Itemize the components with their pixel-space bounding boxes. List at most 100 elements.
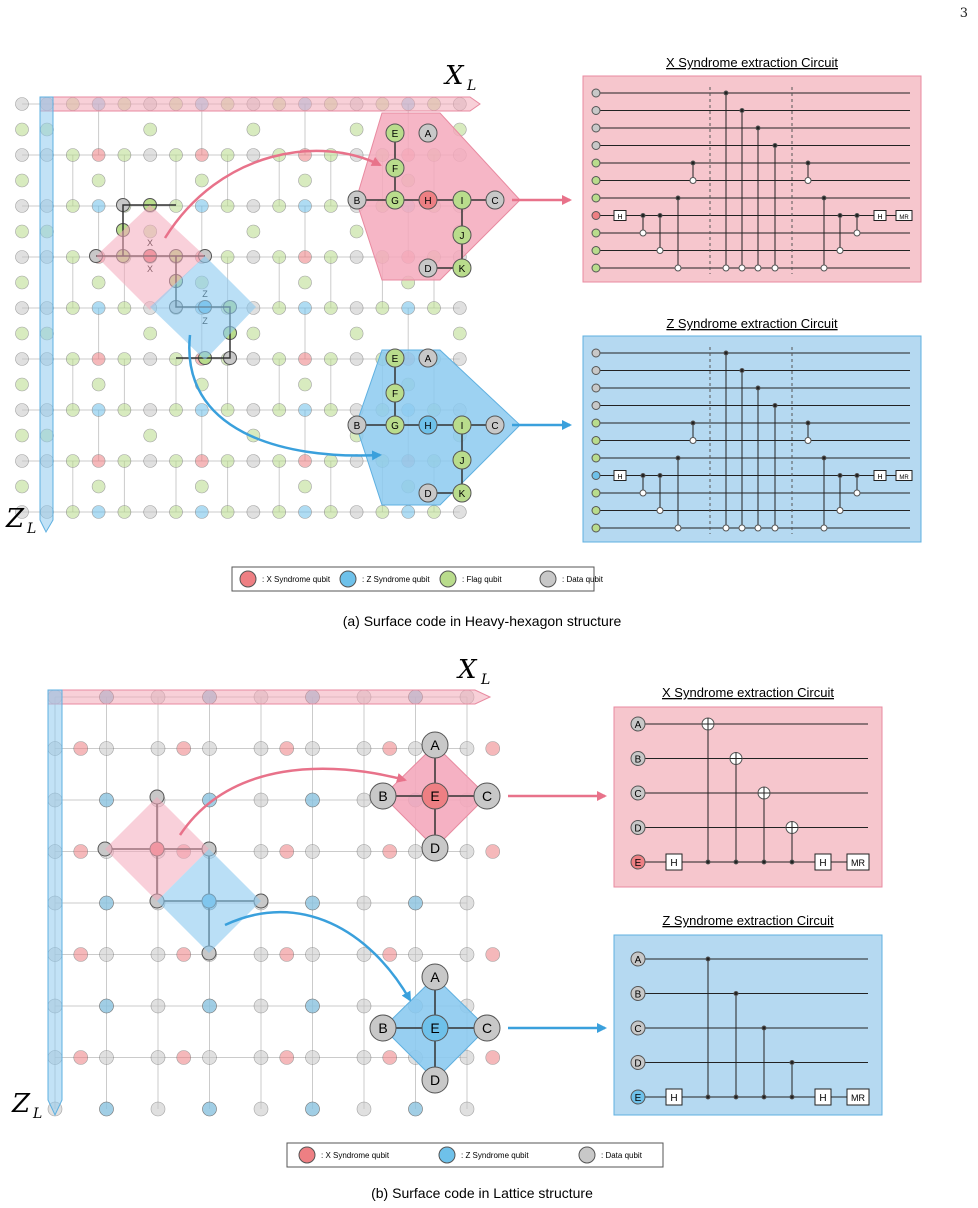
circuit-qubit-marker (591, 436, 601, 445)
lattice-flag-qubit (195, 479, 209, 494)
mr-gate-label: MR (899, 215, 909, 221)
x-zoom-arrow-b (178, 767, 407, 836)
circuit-qubit-marker (591, 488, 601, 498)
lattice-data-qubit (253, 1050, 269, 1065)
lattice-qubit (91, 403, 106, 417)
diamond-zoom-nodes: A B C D E A B C D E (369, 731, 501, 1094)
lattice-qubit (246, 403, 261, 417)
h-gate-label: H (670, 1093, 677, 1104)
lattice-qubit (66, 352, 80, 366)
hex-qubit-f (385, 383, 405, 403)
cnot-control (657, 473, 663, 478)
lattice-qubit (298, 454, 312, 468)
hex-qubit-h (418, 415, 438, 435)
lattice-qubit (323, 250, 338, 264)
legend-label: : Z Syndrome qubit (461, 1151, 529, 1160)
lattice-qubit (195, 454, 209, 468)
lattice-data-qubit (408, 947, 423, 962)
lattice-qubit (323, 454, 338, 468)
lattice-qubit (117, 301, 132, 315)
lattice-data-qubit (356, 1101, 372, 1117)
lattice-flag-qubit (246, 224, 261, 239)
diamond-qubit-a (421, 963, 449, 991)
lattice-data-qubit (99, 1050, 114, 1065)
lattice-data-qubit (305, 741, 320, 756)
lattice-qubit (117, 148, 132, 162)
lattice-data-qubit (459, 895, 475, 911)
h-gate (814, 853, 832, 871)
legend-swatch (439, 570, 457, 588)
lattice-x-syndrome (382, 947, 398, 962)
circuit-qubit-d (630, 1055, 646, 1070)
lattice-qubit (66, 403, 80, 417)
circuit-qubit-a (630, 716, 646, 732)
lattice-data-qubit (150, 741, 166, 756)
lattice-edge-flag (15, 428, 29, 443)
circuit-qubit-marker (591, 176, 601, 185)
hex-qubit-label: A (425, 129, 432, 140)
hex-qubit-b (347, 415, 367, 435)
lattice-data-qubit (253, 792, 269, 808)
cnot-control (675, 455, 681, 461)
lattice-data-qubit (408, 844, 423, 859)
lattice-qubit (117, 403, 132, 417)
lattice-edge-qubit (15, 352, 29, 366)
mr-gate (895, 470, 913, 481)
hex-qubit-h (418, 190, 438, 210)
cnot-target (738, 264, 746, 272)
lattice-qubit (143, 505, 157, 519)
cnot-control (690, 160, 696, 166)
lattice-flag-qubit (298, 479, 312, 494)
hex-qubit-k (452, 258, 472, 278)
circuit-qubit-marker (591, 106, 601, 115)
lattice-qubit (169, 454, 183, 468)
lattice-edge-qubit (15, 97, 29, 111)
lattice-data-qubit (356, 1050, 372, 1065)
lattice-qubit (91, 352, 106, 366)
lattice-x-syndrome (485, 844, 501, 859)
cnot-target (722, 524, 730, 532)
circuit-qubit-marker (591, 453, 601, 463)
hex-qubit-label: J (460, 456, 465, 467)
lattice-qubit (246, 148, 261, 162)
h-gate (665, 1088, 683, 1106)
lattice-data-qubit (305, 844, 320, 859)
diamond-qubit-label: C (482, 1020, 492, 1036)
cnot-control (789, 859, 795, 865)
lattice-data-qubit (459, 844, 475, 859)
lattice-data-qubit (253, 947, 269, 962)
lattice-x-syndrome (485, 1050, 501, 1065)
diamond-qubit-label: B (378, 1020, 387, 1036)
z-plaquette-a (150, 256, 256, 360)
cnot-control (772, 143, 778, 148)
cnot-target (639, 229, 647, 237)
lattice-edge-flag (15, 377, 29, 392)
lattice-qubit (349, 301, 364, 315)
h-gate-label: H (819, 858, 826, 869)
lattice-qubit (452, 505, 467, 519)
hex-qubit-label: I (461, 421, 464, 432)
hex-qubit-c (485, 190, 505, 210)
lattice-data-qubit (202, 1050, 217, 1065)
lattice-flag-qubit (349, 122, 364, 137)
lattice-data-qubit (356, 947, 372, 962)
diamond-qubit-e (421, 1014, 449, 1042)
hex-qubit-k (452, 483, 472, 503)
x-circuit-panel-b (613, 706, 883, 888)
cnot-control (739, 108, 745, 113)
lattice-qubit (272, 352, 287, 366)
lattice-x-syndrome (485, 947, 501, 962)
hex-qubit-label: K (459, 489, 466, 500)
mr-gate (895, 210, 913, 221)
hex-qubit-label: E (392, 129, 399, 140)
lattice-x-syndrome (279, 947, 295, 962)
legend-label: : Flag qubit (462, 575, 502, 584)
diamond-qubit-b (369, 782, 397, 810)
legend-a (231, 566, 595, 592)
legend-swatch (578, 1146, 596, 1164)
circuit-qubit-b (630, 986, 646, 1001)
lattice-flag-qubit (143, 326, 157, 341)
lattice-qubit (401, 301, 416, 315)
cnot-control (705, 1094, 711, 1100)
lattice-qubit (66, 505, 80, 519)
